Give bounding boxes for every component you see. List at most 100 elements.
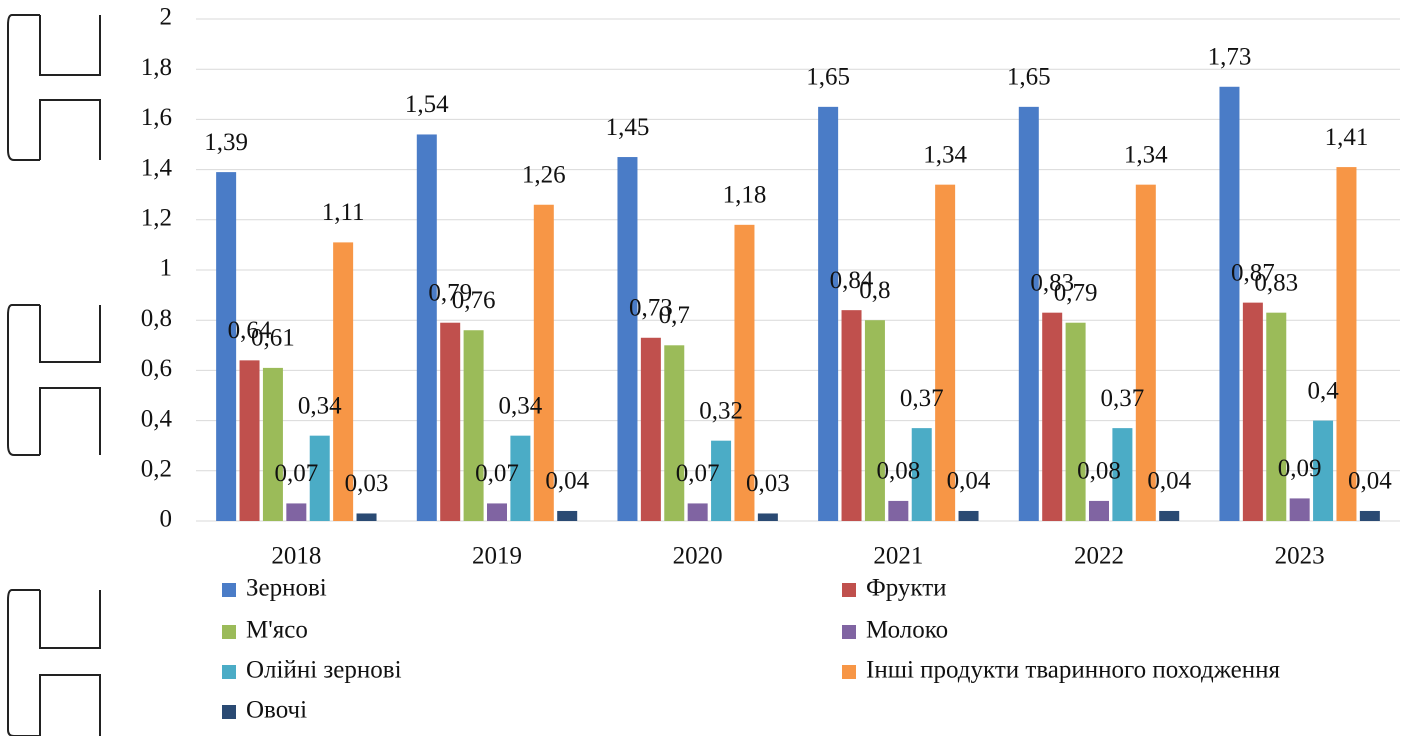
- bar: [1242, 302, 1263, 521]
- legend-label: М'ясо: [246, 617, 308, 644]
- data-label: 0,04: [1348, 468, 1392, 495]
- bar: [958, 510, 979, 521]
- data-label: 0,7: [659, 302, 690, 329]
- data-label: 0,79: [1054, 279, 1098, 306]
- data-label: 1,41: [1325, 124, 1369, 151]
- data-label: 1,18: [723, 182, 767, 209]
- bar: [818, 106, 839, 521]
- data-label: 0,09: [1278, 455, 1322, 482]
- bar: [1018, 106, 1039, 521]
- bar: [1042, 312, 1063, 521]
- y-tick-label: 0: [160, 506, 173, 533]
- legend-label: Молоко: [866, 617, 948, 644]
- x-tick-label: 2018: [271, 543, 321, 570]
- bar: [1112, 428, 1133, 521]
- legend-marker: [222, 705, 236, 719]
- data-label: 0,64: [228, 317, 272, 344]
- bar: [1159, 510, 1180, 521]
- y-tick-label: 0,6: [141, 355, 172, 382]
- legend-label: Зернові: [246, 575, 327, 602]
- y-tick-label: 1,8: [141, 54, 172, 81]
- bar: [640, 337, 661, 521]
- x-tick-label: 2019: [472, 543, 522, 570]
- data-label: 1,34: [1124, 141, 1168, 168]
- data-label: 0,8: [859, 277, 890, 304]
- bar: [711, 440, 732, 521]
- bar: [1065, 322, 1086, 521]
- x-tick-label: 2020: [673, 543, 723, 570]
- data-label: 0,07: [676, 460, 720, 487]
- bar: [262, 367, 283, 521]
- data-label: 1,11: [322, 199, 365, 226]
- x-tick-label: 2022: [1074, 543, 1124, 570]
- legend-marker: [222, 583, 236, 597]
- data-label: 0,04: [947, 468, 991, 495]
- data-label: 0,37: [900, 385, 944, 412]
- y-tick-label: 2: [160, 4, 173, 31]
- data-label: 1,45: [606, 114, 650, 141]
- data-label: 1,65: [1007, 64, 1051, 91]
- y-tick-label: 1: [160, 255, 173, 282]
- bar: [463, 330, 484, 521]
- bar: [911, 428, 932, 521]
- bar: [1266, 312, 1287, 521]
- bar: [286, 503, 307, 521]
- bar: [440, 322, 461, 521]
- data-label: 1,39: [204, 129, 248, 156]
- data-label: 0,08: [1077, 458, 1121, 485]
- x-tick-label: 2023: [1275, 543, 1325, 570]
- data-label: 0,34: [298, 392, 342, 419]
- bar: [510, 435, 531, 521]
- y-tick-label: 0,2: [141, 456, 172, 483]
- bar: [734, 224, 755, 521]
- bar: [935, 184, 956, 521]
- data-label: 0,07: [475, 460, 519, 487]
- bar: [1219, 86, 1240, 522]
- legend-marker: [222, 625, 236, 639]
- data-label: 0,37: [1101, 385, 1145, 412]
- bar: [557, 510, 578, 521]
- legend-label: Фрукти: [866, 575, 947, 602]
- bar: [1089, 500, 1109, 521]
- bar: [416, 134, 437, 521]
- data-label: 0,84: [830, 267, 874, 294]
- legend-marker: [842, 583, 856, 597]
- bar: [487, 503, 507, 521]
- bar: [1135, 184, 1156, 521]
- legend-label: Інші продукти тваринного походження: [866, 657, 1281, 684]
- x-tick-label: 2021: [873, 543, 923, 570]
- legend-label: Овочі: [246, 697, 307, 724]
- legend-label: Олійні зернові: [246, 657, 402, 684]
- y-tick-label: 0,4: [141, 405, 173, 432]
- bar: [216, 172, 237, 522]
- legend-marker: [842, 665, 856, 679]
- data-label: 0,07: [274, 460, 318, 487]
- data-label: 1,65: [806, 64, 850, 91]
- y-tick-label: 0,8: [141, 305, 172, 332]
- data-label: 0,04: [1147, 468, 1191, 495]
- bar: [309, 435, 330, 521]
- bar: [1313, 420, 1334, 521]
- data-label: 0,61: [251, 325, 295, 352]
- y-tick-label: 1,4: [141, 154, 173, 181]
- data-label: 0,83: [1254, 269, 1298, 296]
- data-label: 0,03: [345, 470, 389, 497]
- data-label: 0,08: [876, 458, 920, 485]
- data-label: 0,03: [746, 470, 790, 497]
- bar: [333, 242, 354, 521]
- legend-marker: [842, 625, 856, 639]
- data-label: 0,32: [699, 397, 743, 424]
- legend-marker: [222, 665, 236, 679]
- data-label: 0,76: [452, 287, 496, 314]
- data-label: 1,34: [923, 141, 967, 168]
- data-label: 1,54: [405, 91, 449, 118]
- data-label: 0,87: [1231, 259, 1275, 286]
- data-label: 0,04: [545, 468, 589, 495]
- bar: [356, 513, 377, 521]
- bar: [757, 513, 778, 521]
- bar: [1336, 167, 1357, 521]
- bar: [533, 204, 554, 522]
- bar: [664, 345, 685, 521]
- data-label: 0,83: [1030, 269, 1074, 296]
- data-label: 1,26: [522, 161, 566, 188]
